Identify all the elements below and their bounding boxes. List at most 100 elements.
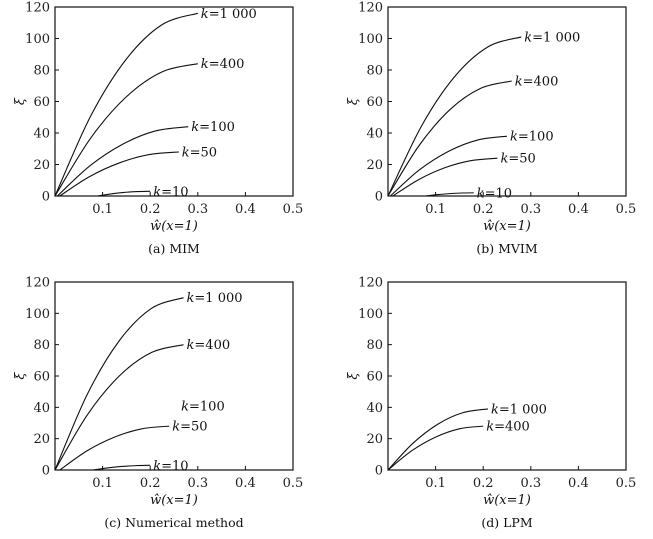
x-tick-label: 0.5 (616, 202, 637, 217)
y-tick-label: 120 (358, 276, 383, 291)
k-symbol: k (510, 130, 518, 145)
x-tick-label: 0.4 (235, 202, 256, 217)
y-tick-label: 20 (33, 158, 50, 173)
y-tick-label: 60 (366, 95, 383, 110)
series-label: k=10 (477, 186, 512, 201)
series-line (392, 157, 498, 197)
y-tick-label: 80 (33, 64, 50, 79)
series-line (387, 36, 522, 197)
y-tick-label: 100 (358, 32, 383, 47)
k-value: =50 (190, 145, 217, 160)
subplot-caption: (d) LPM (481, 515, 532, 530)
y-tick-label: 40 (33, 127, 50, 142)
series-label: k=400 (201, 57, 245, 72)
y-tick-label: 20 (366, 158, 383, 173)
subplot-3: 0 20 40 60 80 100 120 0.1 0.2 0.3 0.4 0.5 ξ ŵ(x=1) (c)… (13, 276, 303, 531)
x-tick-label: 0.3 (187, 202, 208, 217)
plot-frame (387, 6, 627, 197)
series-label: k=400 (187, 338, 231, 353)
series-label: k=50 (182, 145, 217, 160)
y-tick-label: 0 (42, 190, 50, 205)
x-tick-label: 0.4 (568, 202, 589, 217)
k-symbol: k (491, 402, 499, 417)
y-axis-label: ξ (346, 372, 361, 380)
plot-frame (387, 281, 627, 471)
x-tick-label: 0.1 (425, 202, 446, 217)
x-tick-label: 0.2 (140, 476, 161, 491)
series-label: k=10 (153, 459, 188, 474)
k-symbol: k (486, 420, 494, 435)
y-axis-label: ξ (13, 372, 28, 380)
x-tick-label: 0.2 (473, 476, 494, 491)
series-label: k=1 000 (524, 30, 580, 45)
y-tick-label: 60 (33, 370, 50, 385)
x-tick-label: 0.1 (92, 476, 113, 491)
y-tick-label: 80 (366, 64, 383, 79)
y-tick-label: 0 (375, 190, 383, 205)
y-tick-label: 80 (366, 338, 383, 353)
x-tick-label: 0.1 (92, 202, 113, 217)
x-tick-label: 0.5 (283, 202, 304, 217)
series-line (426, 192, 474, 197)
y-tick-label: 40 (33, 401, 50, 416)
series-label: k=100 (510, 130, 554, 145)
series-label: k=400 (486, 420, 530, 435)
y-tick-label: 40 (366, 401, 383, 416)
series-line (54, 12, 198, 197)
x-tick-label: 0.2 (140, 202, 161, 217)
x-axis-label: ŵ(x=1) (483, 493, 531, 508)
plot-frame (54, 281, 294, 471)
y-tick-label: 100 (25, 32, 50, 47)
series-label: k=50 (172, 420, 207, 435)
k-symbol: k (187, 338, 195, 353)
y-tick-label: 80 (33, 338, 50, 353)
series-line (93, 464, 151, 471)
x-axis-label: ŵ(x=1) (150, 493, 198, 508)
k-value: =10 (161, 459, 188, 474)
x-tick-label: 0.3 (187, 476, 208, 491)
series-line (54, 297, 184, 471)
series-label: k=400 (515, 75, 559, 90)
k-value: =100 (199, 120, 235, 135)
y-axis-label: ξ (13, 97, 28, 105)
k-value: =1 000 (194, 291, 242, 306)
x-axis-label: ŵ(x=1) (150, 219, 198, 234)
k-symbol: k (191, 120, 199, 135)
k-symbol: k (500, 152, 508, 167)
x-tick-label: 0.5 (283, 476, 304, 491)
subplot-1: 0 20 40 60 80 100 120 0.1 0.2 0.3 0.4 0.5 ξ ŵ(x=1) (a)… (13, 1, 303, 257)
k-value: =100 (518, 130, 554, 145)
series-line (387, 425, 484, 471)
series-line (59, 425, 170, 471)
k-symbol: k (182, 145, 190, 160)
k-symbol: k (201, 7, 209, 22)
k-value: =10 (485, 186, 512, 201)
x-axis-label: ŵ(x=1) (483, 219, 531, 234)
y-tick-label: 60 (33, 95, 50, 110)
series-line (54, 63, 198, 197)
series-label: k=1 000 (491, 402, 547, 417)
y-tick-label: 100 (25, 307, 50, 322)
subplot-caption: (a) MIM (148, 241, 200, 256)
y-tick-label: 120 (358, 1, 383, 16)
y-axis-label: ξ (346, 97, 361, 105)
x-tick-label: 0.4 (235, 476, 256, 491)
k-value: =400 (494, 420, 530, 435)
plot-frame (54, 6, 294, 197)
k-value: =50 (508, 152, 535, 167)
k-symbol: k (153, 185, 161, 200)
subplot-4: 0 20 40 60 80 100 120 0.1 0.2 0.3 0.4 0.5 ξ ŵ(x=1) (d)… (346, 276, 636, 531)
subplot-2: 0 20 40 60 80 100 120 0.1 0.2 0.3 0.4 0.5 ξ ŵ(x=1) (b)… (346, 1, 636, 257)
k-value: =1 000 (209, 7, 257, 22)
series-label: k=50 (500, 152, 535, 167)
y-tick-label: 0 (375, 464, 383, 479)
y-tick-label: 60 (366, 370, 383, 385)
k-symbol: k (524, 30, 532, 45)
k-symbol: k (477, 186, 485, 201)
series-label: k=100 (181, 399, 225, 414)
series-line (97, 190, 151, 197)
y-tick-label: 20 (366, 432, 383, 447)
series-line (59, 151, 179, 197)
k-symbol: k (181, 399, 189, 414)
